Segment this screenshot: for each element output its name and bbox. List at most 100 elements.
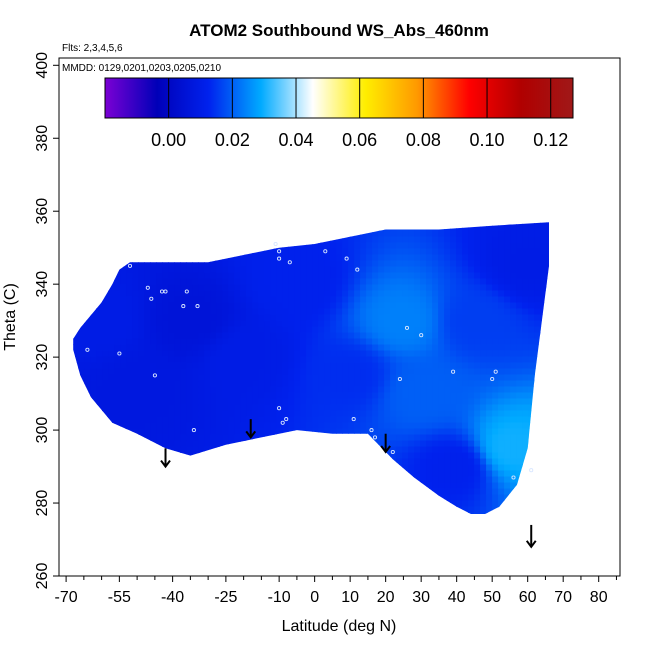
heatmap-cell xyxy=(228,410,235,418)
heatmap-cell xyxy=(114,374,121,382)
heatmap-cell xyxy=(90,386,97,394)
heatmap-cell xyxy=(522,272,529,280)
heatmap-cell xyxy=(432,284,439,292)
heatmap-cell xyxy=(360,380,367,388)
heatmap-cell xyxy=(288,410,295,418)
heatmap-cell xyxy=(462,410,469,418)
heatmap-cell xyxy=(504,230,511,238)
heatmap-cell xyxy=(474,230,481,238)
heatmap-cell xyxy=(330,374,337,382)
heatmap-cell xyxy=(126,374,133,382)
heatmap-cell xyxy=(300,344,307,352)
heatmap-cell xyxy=(504,260,511,268)
heatmap-cell xyxy=(300,272,307,280)
heatmap-cell xyxy=(528,392,535,400)
heatmap-cell xyxy=(480,362,487,370)
heatmap-cell xyxy=(390,320,397,328)
heatmap-cell xyxy=(498,308,505,316)
heatmap-cell xyxy=(510,470,517,478)
heatmap-cell xyxy=(432,374,439,382)
heatmap-cell xyxy=(414,290,421,298)
heatmap-cell xyxy=(510,386,517,394)
heatmap-cell xyxy=(468,380,475,388)
heatmap-cell xyxy=(444,380,451,388)
heatmap-cell xyxy=(540,260,547,268)
heatmap-cell xyxy=(312,296,319,304)
heatmap-cell xyxy=(402,278,409,286)
heatmap-cell xyxy=(264,380,271,388)
heatmap-cell xyxy=(414,332,421,340)
heatmap-cell xyxy=(366,284,373,292)
heatmap-cell xyxy=(312,350,319,358)
sample-point xyxy=(181,304,186,309)
heatmap-cell xyxy=(288,278,295,286)
flights-annotation: Flts: 2,3,4,5,6 xyxy=(62,43,123,54)
heatmap-cell xyxy=(492,248,499,256)
heatmap-cell xyxy=(246,278,253,286)
heatmap-cell xyxy=(354,284,361,292)
heatmap-cell xyxy=(456,230,463,238)
heatmap-cell xyxy=(402,374,409,382)
heatmap-cell xyxy=(522,266,529,274)
heatmap-cell xyxy=(444,266,451,274)
heatmap-cell xyxy=(384,320,391,328)
heatmap-cell xyxy=(366,428,373,436)
heatmap-cell xyxy=(222,422,229,430)
sample-point xyxy=(451,369,456,374)
heatmap-cell xyxy=(366,242,373,250)
heatmap-cell xyxy=(438,296,445,304)
heatmap-cell xyxy=(360,344,367,352)
heatmap-cell xyxy=(366,320,373,328)
heatmap-cell xyxy=(390,380,397,388)
heatmap-cell xyxy=(456,434,463,442)
heatmap-cell xyxy=(342,242,349,250)
heatmap-cell xyxy=(240,344,247,352)
heatmap-cell xyxy=(180,284,187,292)
heatmap-cell xyxy=(426,476,433,484)
heatmap-cell xyxy=(138,284,145,292)
heatmap-cell xyxy=(162,308,169,316)
heatmap-cell xyxy=(306,350,313,358)
heatmap-cell xyxy=(420,260,427,268)
heatmap-cell xyxy=(180,302,187,310)
heatmap-cell xyxy=(420,476,427,484)
heatmap-cell xyxy=(192,392,199,400)
heatmap-cell xyxy=(162,368,169,376)
heatmap-cell xyxy=(186,290,193,298)
heatmap-cell xyxy=(264,308,271,316)
heatmap-cell xyxy=(174,326,181,334)
x-tick-label: 10 xyxy=(341,589,359,606)
heatmap-cell xyxy=(402,248,409,256)
heatmap-cell xyxy=(300,260,307,268)
heatmap-cell xyxy=(366,338,373,346)
heatmap-cell xyxy=(90,338,97,346)
heatmap-cell xyxy=(408,398,415,406)
heatmap-cell xyxy=(252,416,259,424)
heatmap-cell xyxy=(246,404,253,412)
heatmap-cell xyxy=(348,332,355,340)
heatmap-cell xyxy=(246,302,253,310)
heatmap-cell xyxy=(420,380,427,388)
heatmap-cell xyxy=(366,278,373,286)
heatmap-cell xyxy=(222,326,229,334)
heatmap-cell xyxy=(342,392,349,400)
colorbar: 0.00 0.02 0.04 0.06 0.08 0.10 0.12 xyxy=(104,77,574,150)
heatmap-cell xyxy=(492,404,499,412)
heatmap-cell xyxy=(222,380,229,388)
heatmap-cell xyxy=(204,344,211,352)
heatmap-cell xyxy=(522,242,529,250)
heatmap-cell xyxy=(330,266,337,274)
heatmap-cell xyxy=(378,248,385,256)
heatmap-cell xyxy=(534,302,541,310)
heatmap-cell xyxy=(234,380,241,388)
heatmap-cell xyxy=(432,368,439,376)
heatmap-cell xyxy=(486,434,493,442)
heatmap-cell xyxy=(432,386,439,394)
heatmap-cell xyxy=(378,314,385,322)
heatmap-cell xyxy=(468,464,475,472)
heatmap-cell xyxy=(330,278,337,286)
heatmap-cell xyxy=(210,314,217,322)
heatmap-cell xyxy=(522,254,529,262)
heatmap-cell xyxy=(444,440,451,448)
heatmap-cell xyxy=(456,428,463,436)
